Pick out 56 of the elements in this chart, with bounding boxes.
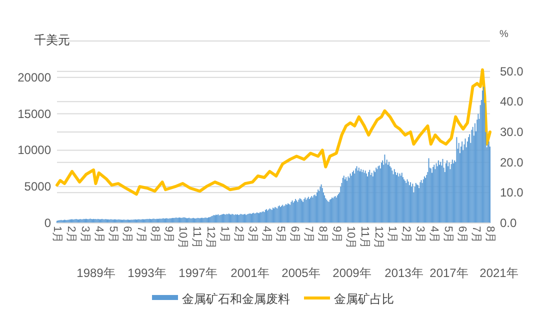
- y-tick-label: 15000: [18, 106, 52, 121]
- x-tick-label: 3月: [78, 226, 91, 244]
- x-tick-label: 3月: [246, 226, 259, 244]
- text: 1993年: [128, 266, 166, 280]
- legend-label: 金属矿石和金属废料: [182, 292, 290, 306]
- x-tick-label: 6月: [456, 226, 468, 244]
- y2-tick-label: 50.0: [500, 64, 524, 78]
- x-tick-label: 1月: [386, 226, 398, 244]
- y-tick-label: 5000: [24, 180, 52, 194]
- x-tick-label: 6月: [120, 226, 133, 244]
- x-tick-label: 8月: [148, 226, 161, 244]
- text: 2013年: [384, 266, 424, 280]
- x-tick-label: 9月: [330, 226, 342, 244]
- x-tick-label: 5月: [106, 226, 119, 244]
- text: 1989年: [76, 266, 116, 280]
- x-tick-label: 3月: [414, 226, 426, 244]
- x-tick-label: 1月: [218, 226, 231, 244]
- text: 2005年: [282, 266, 320, 280]
- y-axis-title: 千美元: [34, 33, 70, 47]
- x-tick-label: 7月: [470, 226, 482, 244]
- x-tick-label: 1月: [51, 226, 63, 244]
- y2-tick-label: 30.0: [500, 125, 524, 139]
- y-tick-label: 10000: [18, 143, 52, 158]
- x-tick-label: 4月: [92, 226, 105, 244]
- text: 2001年: [230, 266, 270, 280]
- x-tick-label: 7月: [302, 226, 314, 244]
- text: 2021年: [480, 266, 518, 280]
- x-tick-label: 10月: [176, 226, 189, 250]
- legend-label: 金属矿占比: [334, 292, 394, 306]
- x-tick-label: 9月: [162, 226, 175, 244]
- x-tick-label: 2月: [64, 226, 77, 244]
- x-tick-label: 6月: [288, 226, 300, 244]
- x-tick-label: 8月: [316, 226, 328, 244]
- x-tick-label: 11月: [190, 226, 203, 248]
- x-tick-label: 12月: [372, 226, 384, 250]
- y2-tick-label: 0.0: [500, 216, 518, 230]
- y2-tick-label: 10.0: [500, 186, 524, 200]
- x-tick-label: 4月: [428, 226, 440, 244]
- x-tick-label: 11月: [358, 226, 370, 248]
- text: 1997年: [178, 266, 218, 280]
- x-tick-label: 4月: [260, 226, 273, 244]
- x-tick-label: 5月: [274, 226, 286, 244]
- text: 2017年: [430, 266, 468, 280]
- y2-tick-label: 20.0: [500, 155, 524, 170]
- x-tick-label: 7月: [134, 226, 147, 244]
- x-tick-label: 12月: [204, 226, 217, 250]
- y2-tick-label: 40.0: [500, 94, 524, 109]
- text: 2009年: [332, 266, 372, 280]
- y-tick-label: 0: [44, 216, 52, 230]
- x-tick-label: 2月: [232, 226, 245, 244]
- x-tick-label: 2月: [400, 226, 412, 244]
- y2-axis-title: %: [500, 29, 509, 40]
- x-tick-label: 5月: [442, 226, 454, 244]
- y-tick-label: 20000: [18, 70, 52, 84]
- x-tick-label: 8月: [484, 226, 496, 244]
- x-tick-label: 10月: [344, 226, 356, 250]
